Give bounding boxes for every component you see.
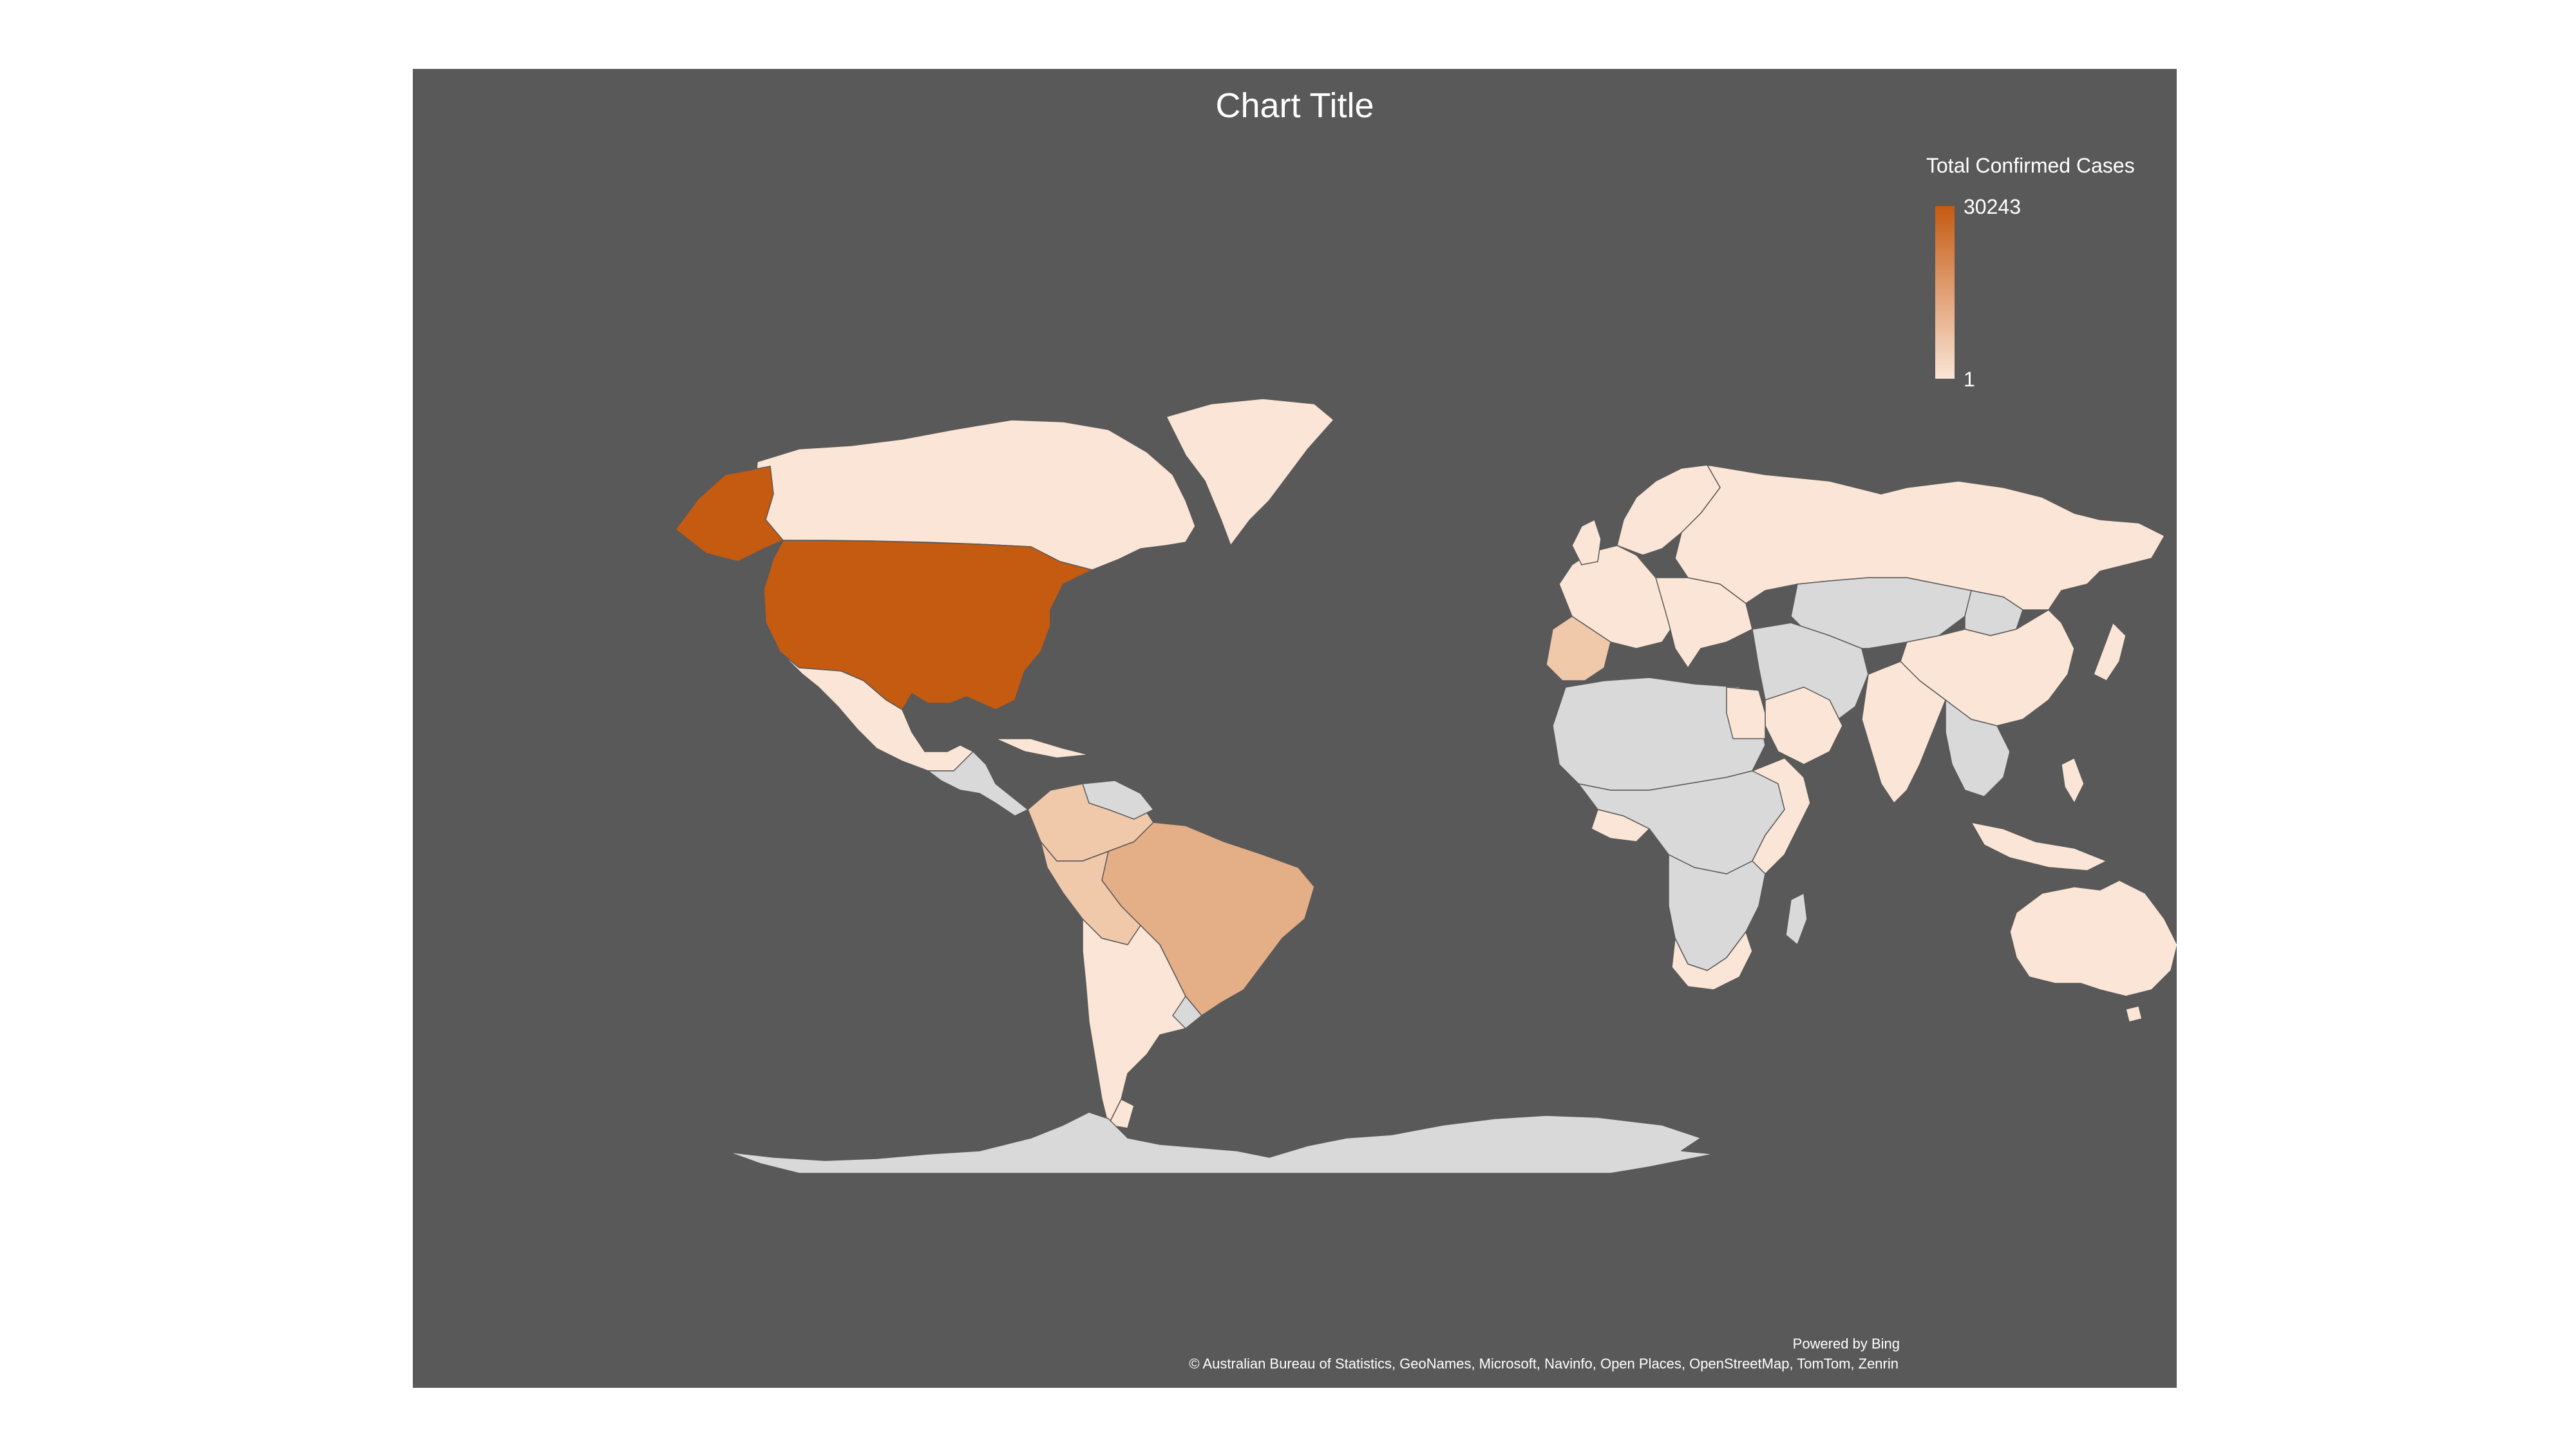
region-saudi-arabia [1765,687,1843,765]
region-caribbean [995,738,1090,759]
region-india [1861,661,1946,804]
region-venezuela [1082,780,1154,820]
region-japan [2093,622,2126,681]
region-philippines [2061,757,2085,804]
region-antarctica [728,1112,1714,1174]
region-southern-cone [1082,918,1202,1126]
region-east-africa [1752,757,1811,875]
map-chart-area: Chart Title Total Confirmed Cases 30243 … [413,69,2177,1388]
region-southeast-asia [1945,699,2011,797]
powered-by-label: Powered by Bing [1792,1336,1900,1352]
region-egypt [1726,687,1766,739]
legend-min-label: 1 [1964,368,1975,391]
region-alaska [675,466,784,562]
region-greenland [1166,398,1334,546]
region-west-africa [1591,809,1650,842]
region-tasmania [2125,1005,2143,1023]
region-iberia [1546,616,1611,681]
region-united-kingdom [1571,519,1602,565]
legend-color-scale [1935,206,1955,379]
region-mexico [779,651,974,772]
region-tierra-del-fuego [1108,1099,1135,1129]
region-united-states [763,540,1093,710]
world-map [652,206,2177,1174]
region-indonesia [1971,822,2107,871]
region-uruguay [1172,996,1202,1029]
region-australia [2009,880,2177,997]
legend-max-label: 30243 [1964,195,2021,218]
chart-title[interactable]: Chart Title [1215,86,1374,125]
legend-title: Total Confirmed Cases [1926,154,2135,177]
map-attribution: © Australian Bureau of Statistics, GeoNa… [1189,1356,1899,1372]
region-alaska-chain [652,553,706,580]
region-south-africa [1671,931,1753,990]
region-madagascar [1785,893,1808,945]
